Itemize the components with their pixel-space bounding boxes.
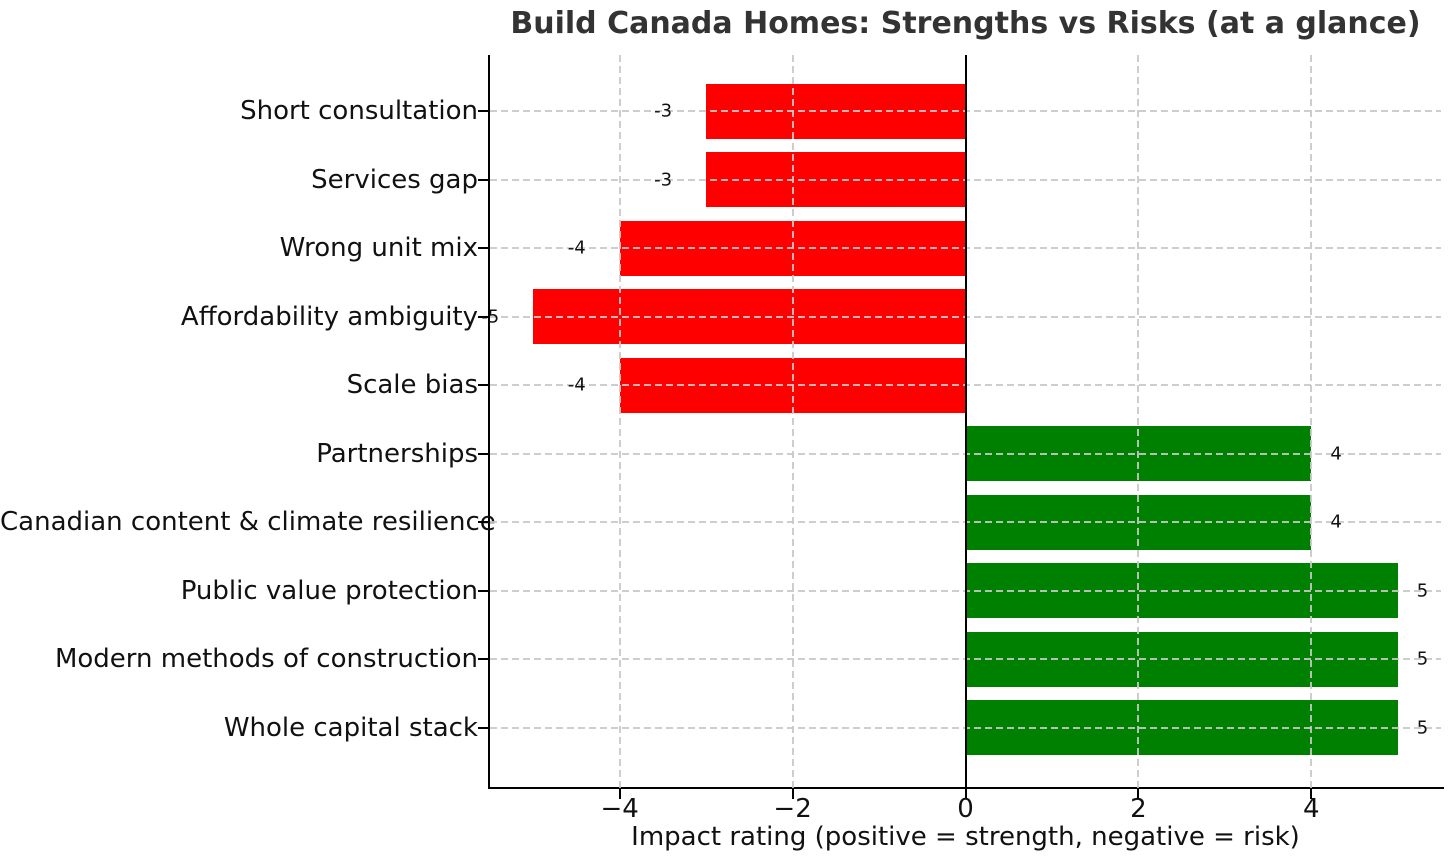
vertical-gridline	[791, 55, 794, 788]
bar-value-label: 5	[1416, 580, 1429, 602]
x-tick-mark	[618, 789, 621, 799]
y-tick-mark	[478, 726, 488, 729]
x-axis-label: Impact rating (positive = strength, nega…	[631, 822, 1300, 852]
category-label: Services gap	[311, 164, 478, 195]
x-axis-spine	[488, 787, 1444, 789]
y-tick-mark	[478, 178, 488, 181]
category-label: Modern methods of construction	[54, 644, 478, 675]
category-label: Scale bias	[346, 370, 478, 401]
x-tick-label: 0	[957, 794, 974, 824]
x-tick-mark	[964, 789, 967, 799]
category-label: Affordability ambiguity	[180, 301, 478, 332]
y-tick-mark	[478, 110, 488, 112]
bar-value-label: 5	[1416, 648, 1429, 670]
bar-value-label: -4	[567, 374, 586, 396]
bar-value-label: 4	[1330, 443, 1342, 465]
bar-value-label: -4	[567, 237, 586, 259]
category-label: Wrong unit mix	[279, 233, 478, 264]
vertical-gridline	[1310, 55, 1313, 788]
vertical-gridline	[618, 55, 621, 788]
x-tick-mark	[791, 789, 794, 799]
bar-value-label: -3	[654, 100, 673, 122]
category-label: Short consultation	[240, 96, 478, 126]
y-tick-mark	[478, 452, 488, 455]
y-tick-mark	[478, 521, 488, 524]
category-label: Canadian content & climate resilience	[0, 507, 496, 538]
x-tick-label: 4	[1303, 794, 1320, 824]
chart-title: Build Canada Homes: Strengths vs Risks (…	[510, 6, 1421, 41]
bar-value-label: 4	[1330, 511, 1342, 533]
plot-area: -3 -3 -4 -5 -4 4 4 5 5 5	[481, 55, 1441, 788]
y-tick-mark	[478, 658, 488, 661]
category-label: Partnerships	[316, 438, 478, 469]
y-tick-mark	[478, 384, 488, 387]
category-label: Whole capital stack	[223, 712, 478, 743]
bar-value-label: -5	[481, 306, 500, 328]
bar-value-label: -3	[654, 169, 673, 191]
x-tick-label: −4	[600, 794, 639, 824]
y-tick-mark	[478, 315, 488, 318]
vertical-gridline	[1137, 55, 1140, 788]
category-label: Public value protection	[180, 575, 478, 606]
zero-line	[964, 55, 967, 788]
x-tick-label: 2	[1130, 794, 1147, 824]
y-tick-mark	[478, 247, 488, 250]
x-tick-mark	[1310, 789, 1313, 799]
x-tick-label: −2	[773, 794, 812, 824]
x-tick-mark	[1137, 789, 1140, 799]
y-tick-mark	[478, 589, 488, 592]
y-axis-spine	[488, 55, 490, 789]
bar-value-label: 5	[1416, 717, 1429, 739]
